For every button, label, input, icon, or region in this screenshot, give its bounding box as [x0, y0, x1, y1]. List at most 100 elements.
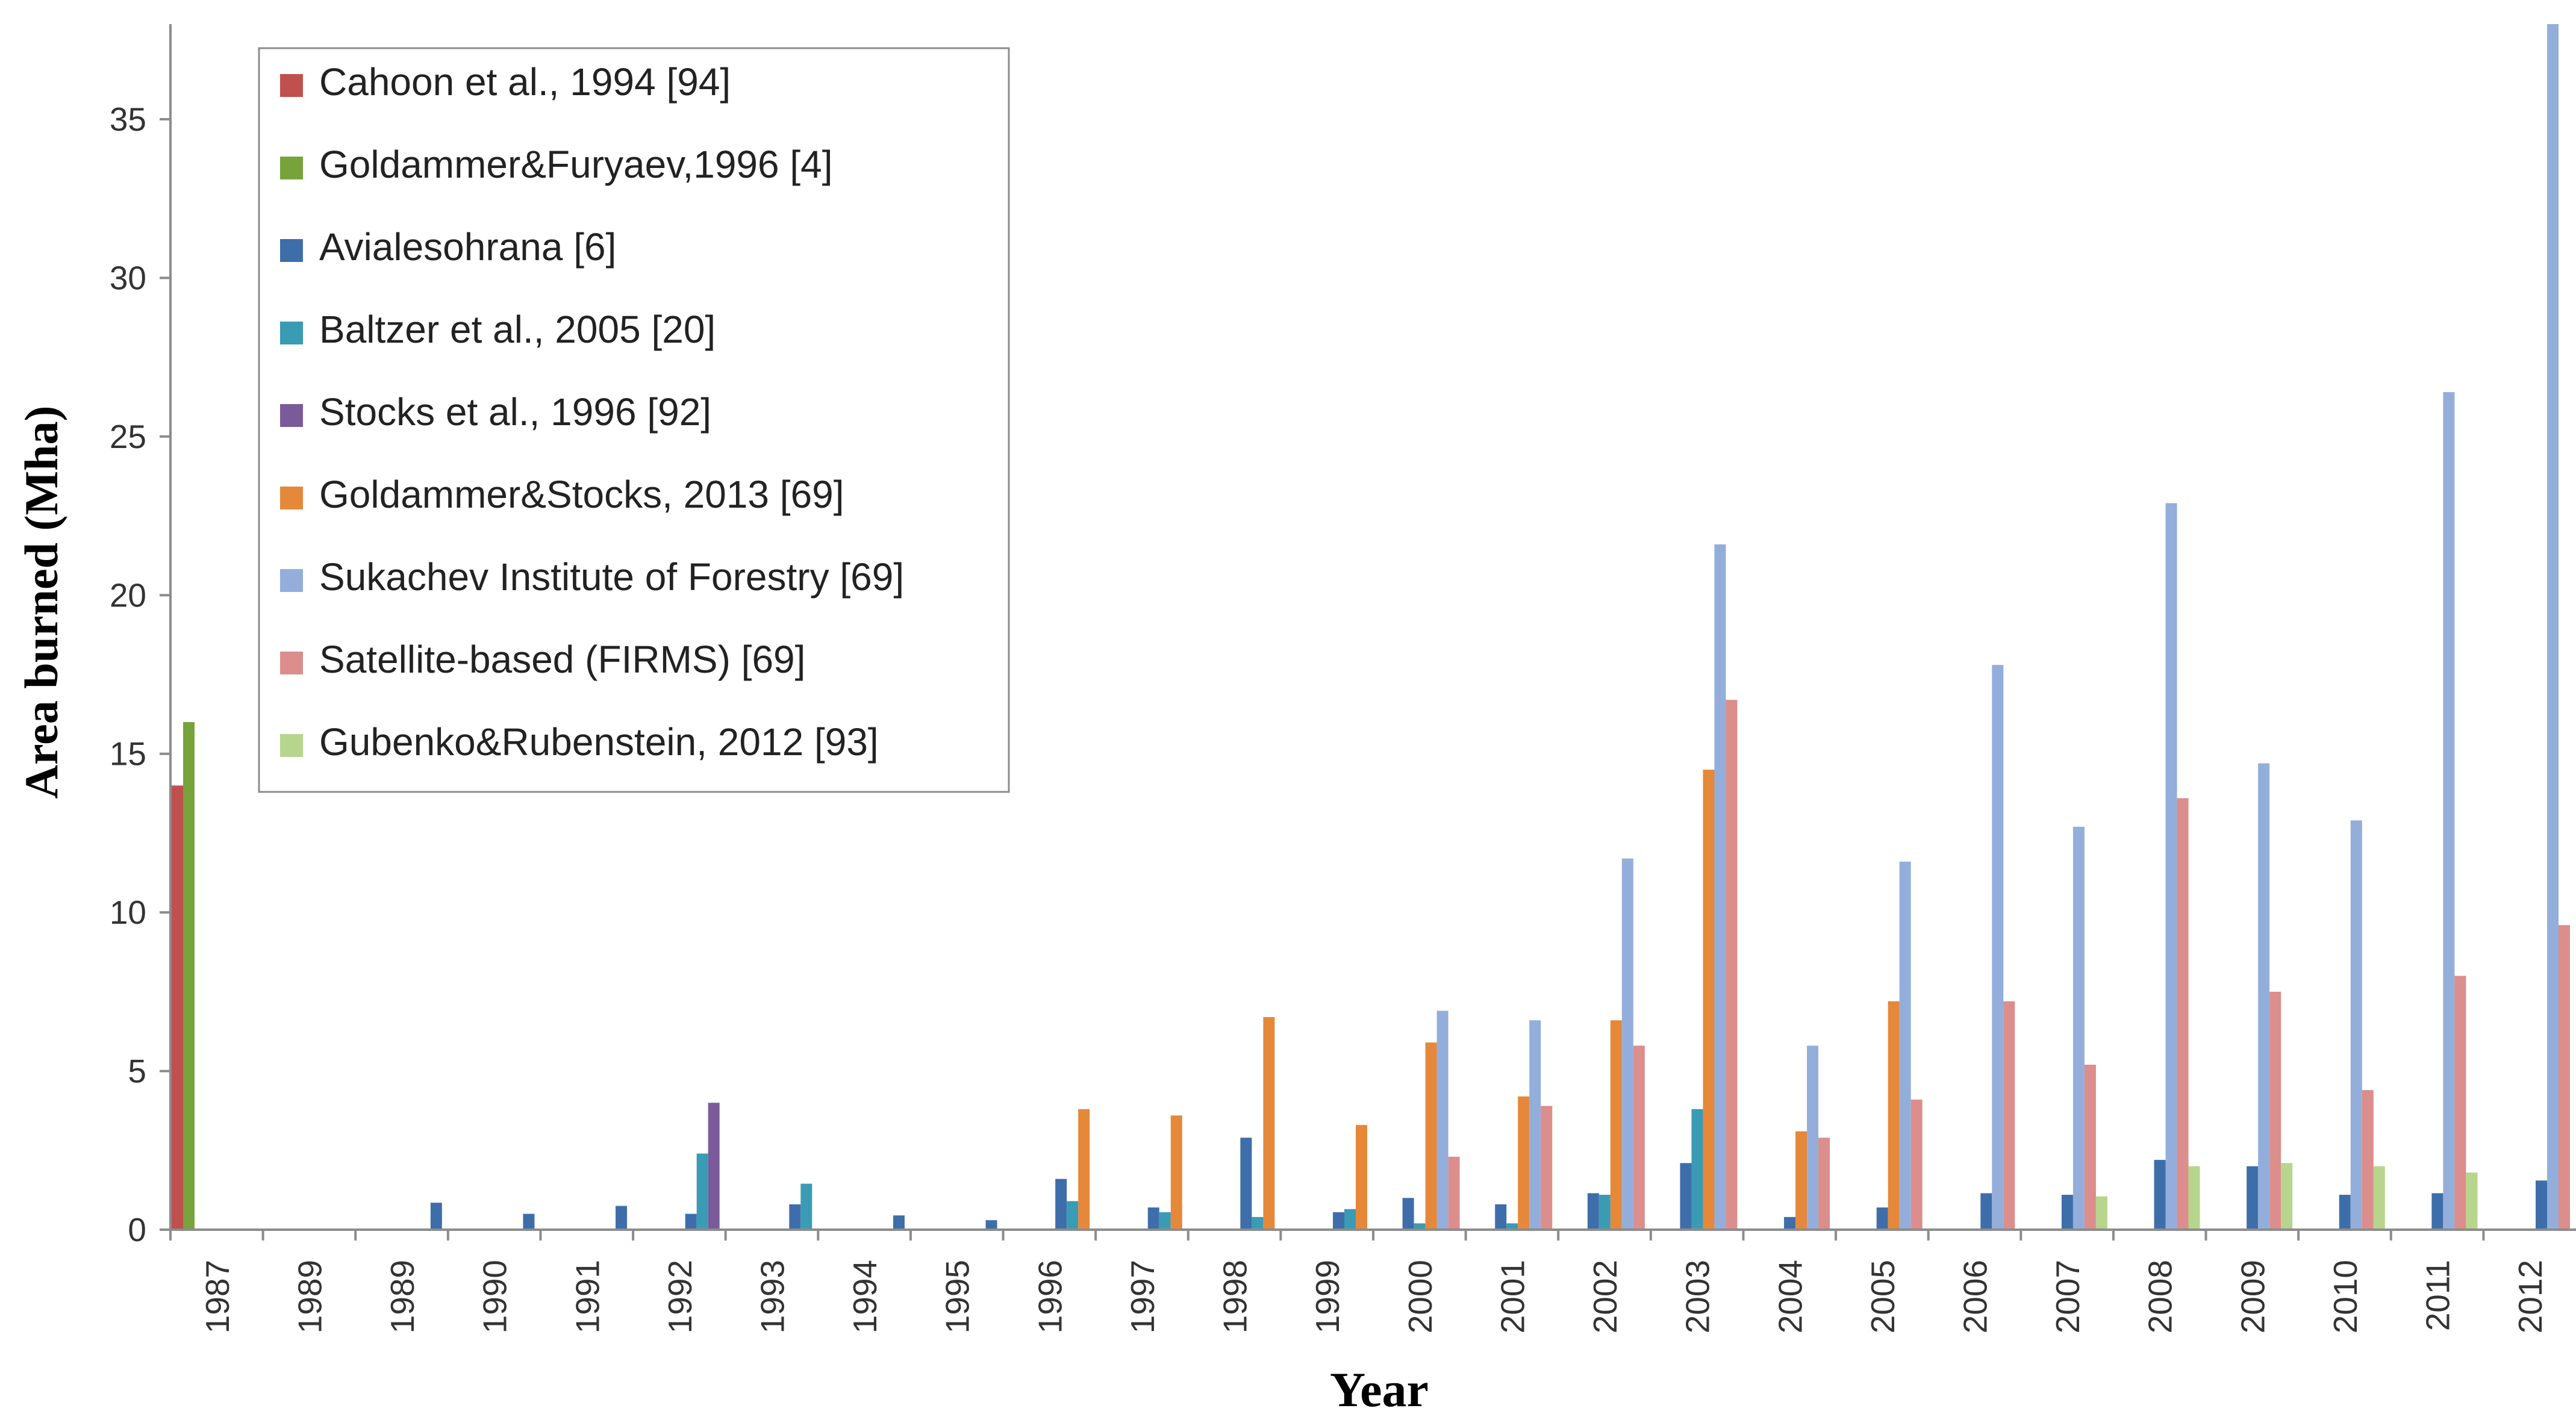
bar-2002-series-3	[1587, 1193, 1599, 1230]
y-axis-title: Area burned (Mha)	[15, 406, 67, 799]
y-tick-label: 35	[110, 101, 146, 138]
bar-2005-series-7	[1899, 861, 1911, 1230]
bar-2006-series-8	[2003, 1001, 2015, 1230]
bar-2012-series-8	[2559, 925, 2570, 1230]
bar-2008-series-8	[2177, 798, 2189, 1230]
x-tick-label: 1992	[661, 1260, 699, 1333]
x-tick-label: 1999	[1309, 1260, 1346, 1333]
legend-label-4: Baltzer et al., 2005 [20]	[319, 308, 716, 351]
y-tick-label: 30	[110, 259, 146, 296]
x-axis-title: Year	[1330, 1362, 1429, 1417]
x-tick-label: 2003	[1679, 1260, 1717, 1333]
bar-1998-series-6	[1263, 1017, 1275, 1230]
bar-1996-series-3	[1055, 1178, 1067, 1230]
bar-1994-series-3	[893, 1215, 905, 1230]
y-tick-label: 10	[110, 894, 146, 931]
bar-2009-series-3	[2247, 1166, 2259, 1230]
bar-2003-series-4	[1691, 1109, 1703, 1230]
bar-1998-series-3	[1240, 1138, 1252, 1230]
x-tick-label: 2004	[1771, 1260, 1809, 1333]
bar-2011-series-3	[2431, 1193, 2443, 1230]
bar-1992-series-3	[685, 1213, 697, 1230]
bar-2008-series-7	[2165, 503, 2177, 1230]
bar-2003-series-6	[1703, 770, 1715, 1230]
bar-2005-series-8	[1910, 1099, 1923, 1230]
legend-label-5: Stocks et al., 1996 [92]	[319, 390, 711, 434]
bar-2010-series-7	[2350, 820, 2362, 1230]
bar-2011-series-7	[2443, 392, 2455, 1230]
bar-1987-series-1	[172, 785, 183, 1230]
bar-2010-series-8	[2362, 1090, 2374, 1230]
bar-2000-series-8	[1448, 1156, 1460, 1230]
bar-2001-series-6	[1518, 1096, 1530, 1230]
bar-2001-series-3	[1495, 1204, 1507, 1230]
legend-label-6: Goldammer&Stocks, 2013 [69]	[319, 473, 844, 516]
bar-1997-series-6	[1170, 1115, 1182, 1230]
bar-2002-series-4	[1598, 1195, 1611, 1230]
x-tick-label: 1993	[754, 1260, 791, 1333]
bar-2001-series-8	[1541, 1106, 1553, 1230]
bar-2007-series-7	[2072, 826, 2085, 1230]
bar-2010-series-3	[2339, 1195, 2351, 1230]
bar-1996-series-4	[1067, 1201, 1079, 1230]
bar-2000-series-6	[1425, 1042, 1437, 1230]
bar-1992-series-4	[696, 1153, 708, 1230]
bar-1987-series-2	[183, 722, 195, 1230]
x-tick-label: 2008	[2142, 1260, 2179, 1333]
bar-2003-series-8	[1726, 700, 1738, 1230]
legend-label-1: Cahoon et al., 1994 [94]	[319, 60, 731, 104]
legend-swatch-1	[280, 74, 303, 97]
bar-2000-series-4	[1414, 1223, 1426, 1230]
x-tick-label: 2007	[2049, 1260, 2086, 1333]
chart-bars	[169, 24, 2570, 1241]
bar-1999-series-3	[1333, 1212, 1344, 1230]
bar-2008-series-9	[2188, 1166, 2200, 1230]
x-tick-label: 2005	[1864, 1260, 1901, 1333]
legend-swatch-4	[280, 322, 303, 344]
x-tick-label: 2010	[2327, 1260, 2364, 1333]
x-tick-label: 1998	[1217, 1260, 1254, 1333]
legend-box	[258, 47, 1010, 793]
x-tick-label: 2006	[1957, 1260, 1994, 1333]
legend-swatch-6	[280, 487, 303, 509]
x-tick-label: 1990	[476, 1260, 514, 1333]
legend-swatch-2	[280, 157, 303, 179]
bar-1992-series-5	[708, 1103, 720, 1230]
bar-1997-series-3	[1147, 1207, 1159, 1230]
legend-label-3: Avialesohrana [6]	[319, 225, 616, 269]
bar-2011-series-8	[2454, 976, 2466, 1230]
legend-swatch-3	[280, 239, 303, 262]
legend-swatch-5	[280, 404, 303, 427]
bar-1993-series-4	[800, 1183, 812, 1230]
bar-2006-series-3	[1980, 1193, 1992, 1230]
x-tick-label: 2000	[1402, 1260, 1439, 1333]
legend: Cahoon et al., 1994 [94] Goldammer&Furyae…	[258, 47, 1010, 793]
legend-swatch-9	[280, 734, 303, 757]
legend-label-2: Goldammer&Furyaev,1996 [4]	[319, 143, 833, 186]
bar-2007-series-3	[2061, 1195, 2073, 1230]
bar-1989-series-3	[430, 1203, 442, 1230]
y-tick-label: 20	[110, 576, 146, 614]
y-tick-label: 5	[128, 1053, 146, 1090]
bar-2004-series-6	[1795, 1131, 1807, 1230]
legend-swatch-8	[280, 652, 303, 674]
bar-2009-series-7	[2258, 763, 2270, 1230]
x-tick-label: 2012	[2512, 1260, 2549, 1333]
bar-2000-series-3	[1402, 1198, 1414, 1230]
x-tick-label: 1995	[939, 1260, 976, 1333]
bar-1999-series-4	[1344, 1209, 1356, 1230]
bar-2004-series-7	[1807, 1045, 1819, 1230]
bar-2004-series-8	[1818, 1138, 1830, 1230]
y-tick-label: 25	[110, 418, 146, 455]
y-tick-label: 15	[110, 735, 146, 773]
bar-1996-series-6	[1078, 1109, 1090, 1230]
x-tick-label: 1994	[846, 1260, 884, 1333]
x-tick-label: 1997	[1124, 1260, 1161, 1333]
bar-2001-series-4	[1506, 1223, 1518, 1230]
bar-2001-series-7	[1529, 1020, 1541, 1230]
bar-2003-series-7	[1714, 544, 1726, 1230]
bar-2002-series-8	[1633, 1045, 1645, 1230]
bar-1991-series-3	[616, 1206, 628, 1230]
bar-2007-series-9	[2095, 1196, 2107, 1230]
